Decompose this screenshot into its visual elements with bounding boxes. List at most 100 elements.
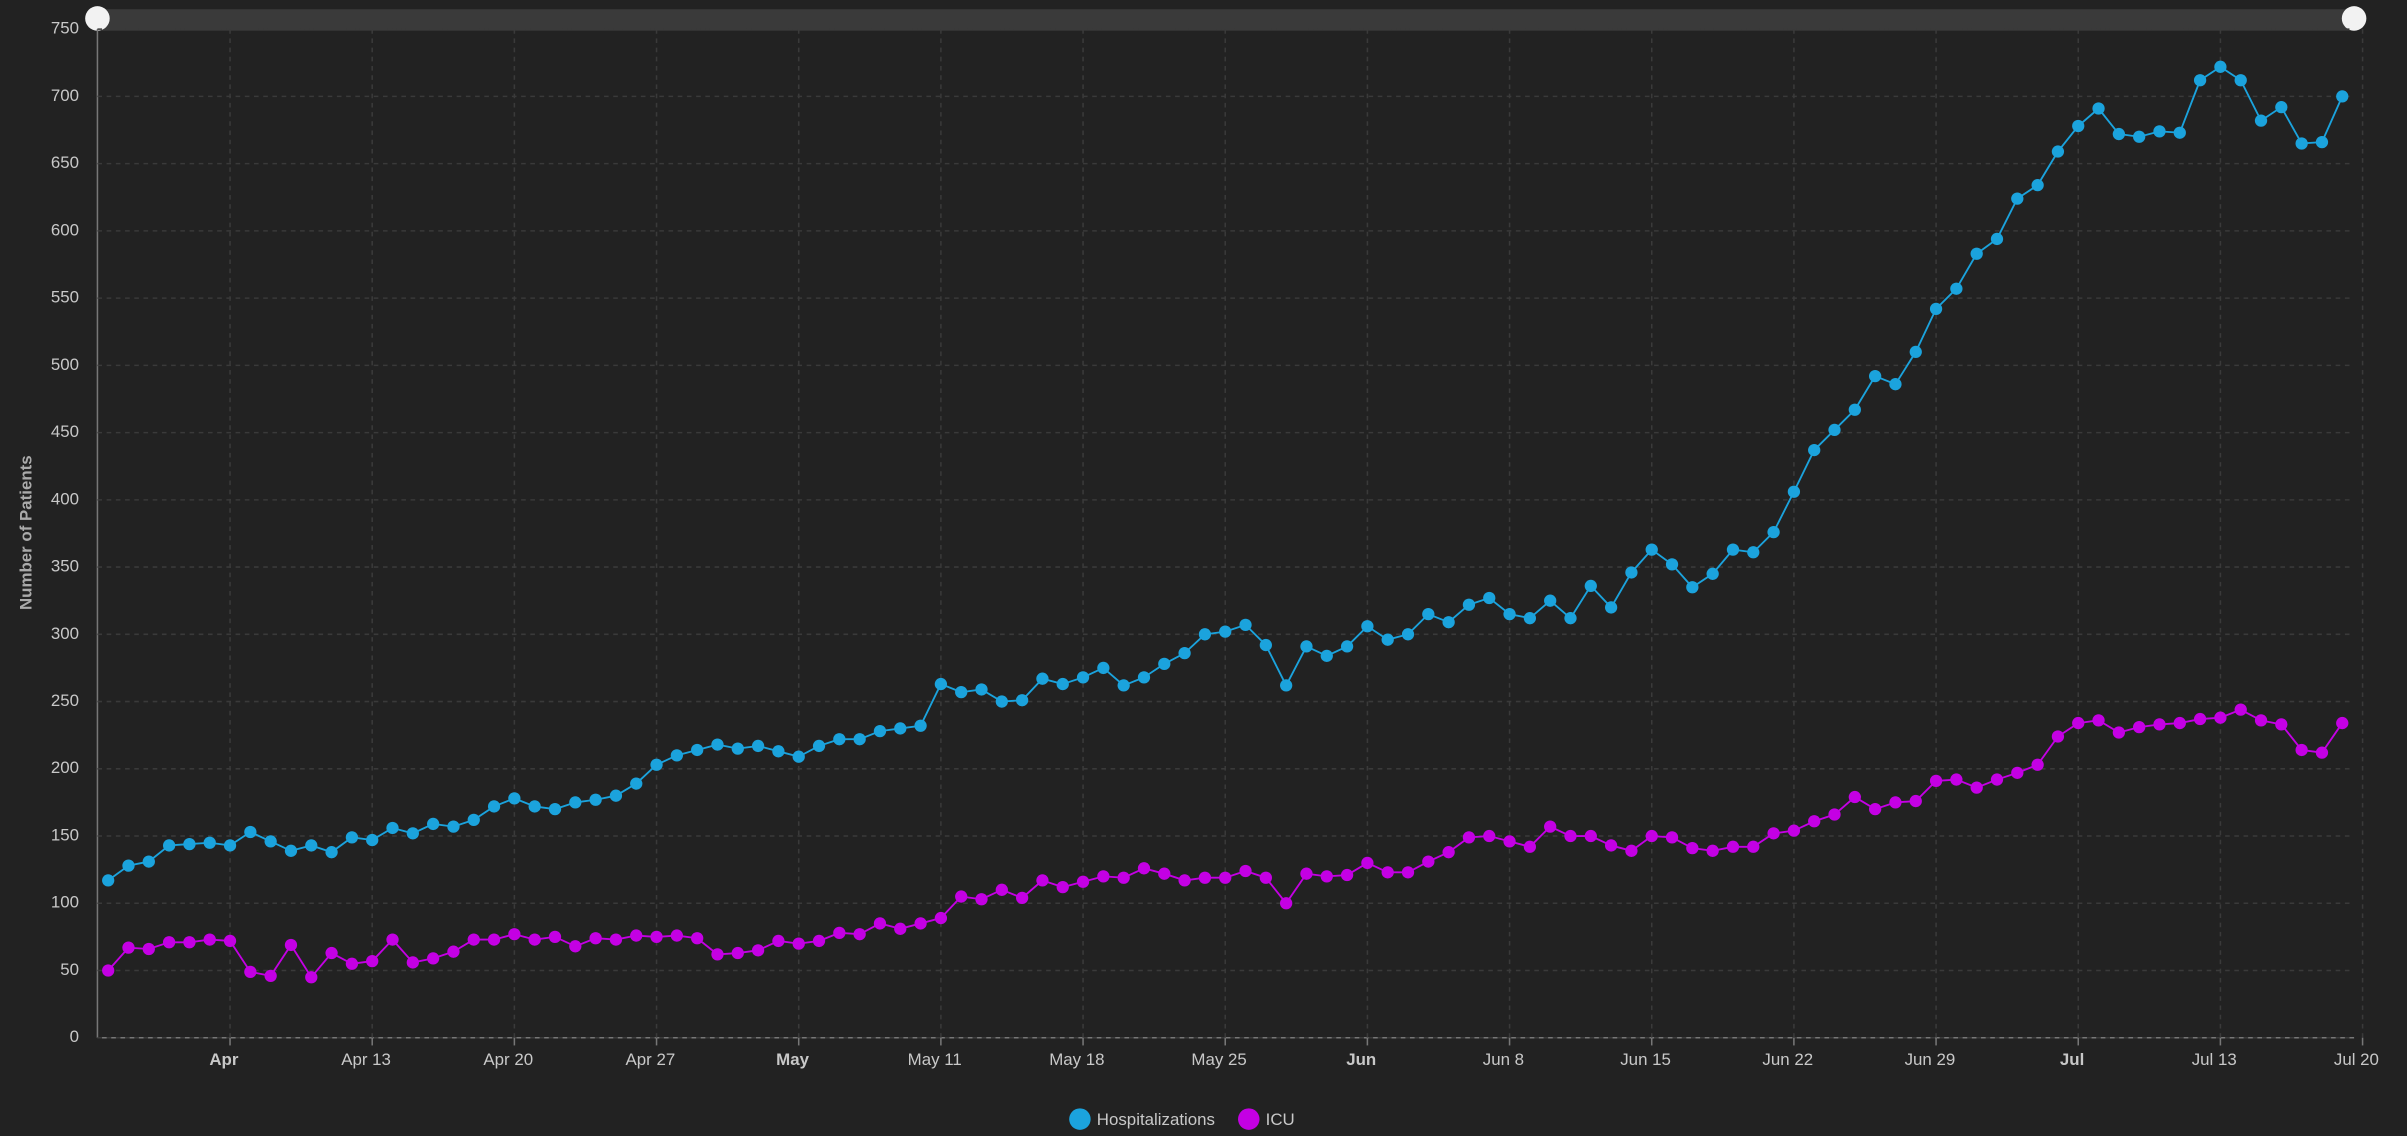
data-point (1381, 866, 1394, 879)
data-point (1015, 694, 1029, 707)
data-point (264, 835, 277, 848)
data-point (955, 890, 968, 903)
data-point (102, 964, 115, 977)
data-point (2214, 711, 2227, 724)
data-point (1320, 870, 1333, 883)
y-tick-label: 300 (51, 624, 79, 643)
data-point (1828, 423, 1841, 437)
slider-handle-left[interactable] (85, 6, 110, 31)
data-point (2051, 145, 2065, 158)
data-point (1604, 601, 1618, 614)
data-point (609, 933, 623, 946)
data-point (853, 928, 866, 941)
data-point (1340, 640, 1354, 653)
data-point (1767, 525, 1780, 539)
data-point (894, 922, 907, 935)
data-point (2072, 119, 2085, 133)
x-tick-label: Apr 20 (483, 1050, 533, 1069)
data-point (1097, 870, 1110, 883)
data-point (1584, 829, 1597, 843)
data-point (1990, 232, 2004, 246)
data-point (2295, 137, 2308, 150)
data-point (1300, 867, 1313, 880)
data-point (1483, 829, 1496, 843)
data-point (122, 859, 135, 872)
y-tick-label: 650 (51, 153, 79, 172)
data-point (995, 883, 1008, 896)
data-point (1645, 829, 1658, 843)
x-tick-label: Apr 13 (341, 1050, 391, 1069)
data-point (2214, 60, 2227, 73)
data-point (630, 777, 643, 790)
x-tick-label: May 11 (908, 1050, 962, 1069)
data-point (142, 942, 155, 956)
data-point (1117, 679, 1130, 692)
data-point (508, 928, 521, 941)
data-point (873, 917, 887, 930)
y-axis-title: Number of Patients (16, 455, 35, 610)
data-point (366, 954, 379, 968)
range-slider[interactable] (97, 9, 2355, 31)
legend-label: Hospitalizations (1097, 1110, 1215, 1129)
data-point (1726, 840, 1740, 853)
data-point (1259, 638, 1272, 652)
y-tick-label: 100 (51, 893, 79, 912)
data-point (1686, 841, 1699, 855)
data-point (589, 932, 602, 945)
data-point (1401, 866, 1415, 879)
data-point (1280, 679, 1293, 692)
data-point (975, 893, 988, 906)
y-tick-label: 500 (51, 355, 79, 374)
data-point (873, 725, 887, 738)
data-point (2051, 730, 2065, 743)
data-point (1889, 796, 1902, 809)
data-point (1381, 633, 1394, 646)
data-point (812, 934, 826, 948)
data-point (102, 874, 115, 887)
legend-label: ICU (1266, 1110, 1295, 1129)
x-tick-label: Jun 22 (1762, 1050, 1813, 1069)
data-point (325, 946, 338, 960)
data-point (2336, 716, 2349, 730)
data-point (1178, 647, 1191, 660)
data-point (731, 742, 744, 755)
data-point (691, 932, 704, 945)
data-point (955, 686, 968, 699)
data-point (203, 933, 216, 946)
data-point (406, 956, 419, 969)
data-point (2193, 74, 2207, 87)
data-point (1198, 871, 1212, 884)
slider-handle-right[interactable] (2341, 6, 2367, 31)
data-point (1076, 671, 1090, 684)
data-point (1462, 598, 1476, 611)
data-point (467, 813, 480, 827)
data-point (284, 938, 298, 952)
data-point (1808, 443, 1821, 457)
data-point (2031, 758, 2044, 771)
data-point (1056, 880, 1069, 894)
y-tick-label: 750 (51, 19, 79, 38)
data-point (1158, 657, 1171, 671)
data-point (914, 719, 927, 732)
data-point (2254, 114, 2268, 127)
data-point (1036, 874, 1049, 887)
data-point (2336, 90, 2349, 103)
x-tick-label: Jul 20 (2334, 1050, 2379, 1069)
data-point (426, 817, 440, 831)
data-point (975, 683, 988, 696)
y-tick-label: 200 (51, 758, 79, 777)
data-point (1442, 846, 1455, 859)
data-point (1340, 868, 1354, 882)
data-point (1848, 790, 1861, 804)
data-point (589, 793, 602, 806)
data-point (1300, 640, 1313, 653)
data-point (2153, 125, 2166, 138)
data-point (1665, 558, 1679, 571)
data-point (203, 836, 216, 849)
data-point (1929, 774, 1943, 788)
data-point (1787, 485, 1801, 498)
x-tick-label: May 18 (1049, 1050, 1104, 1069)
data-point (2092, 102, 2105, 115)
data-point (1097, 661, 1110, 675)
y-tick-label: 50 (60, 960, 79, 979)
